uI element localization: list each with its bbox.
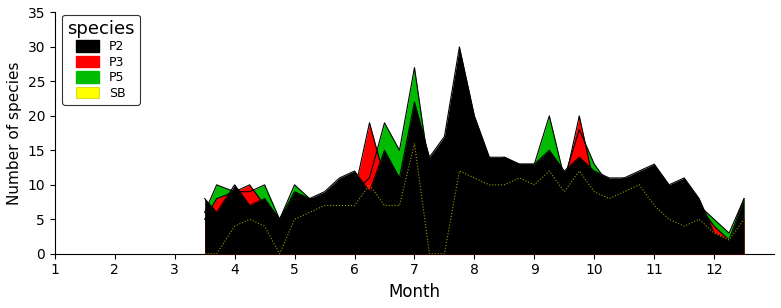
X-axis label: Month: Month — [388, 283, 440, 301]
Y-axis label: Number of species: Number of species — [7, 61, 22, 205]
Legend: P2, P3, P5, SB: P2, P3, P5, SB — [62, 15, 140, 105]
